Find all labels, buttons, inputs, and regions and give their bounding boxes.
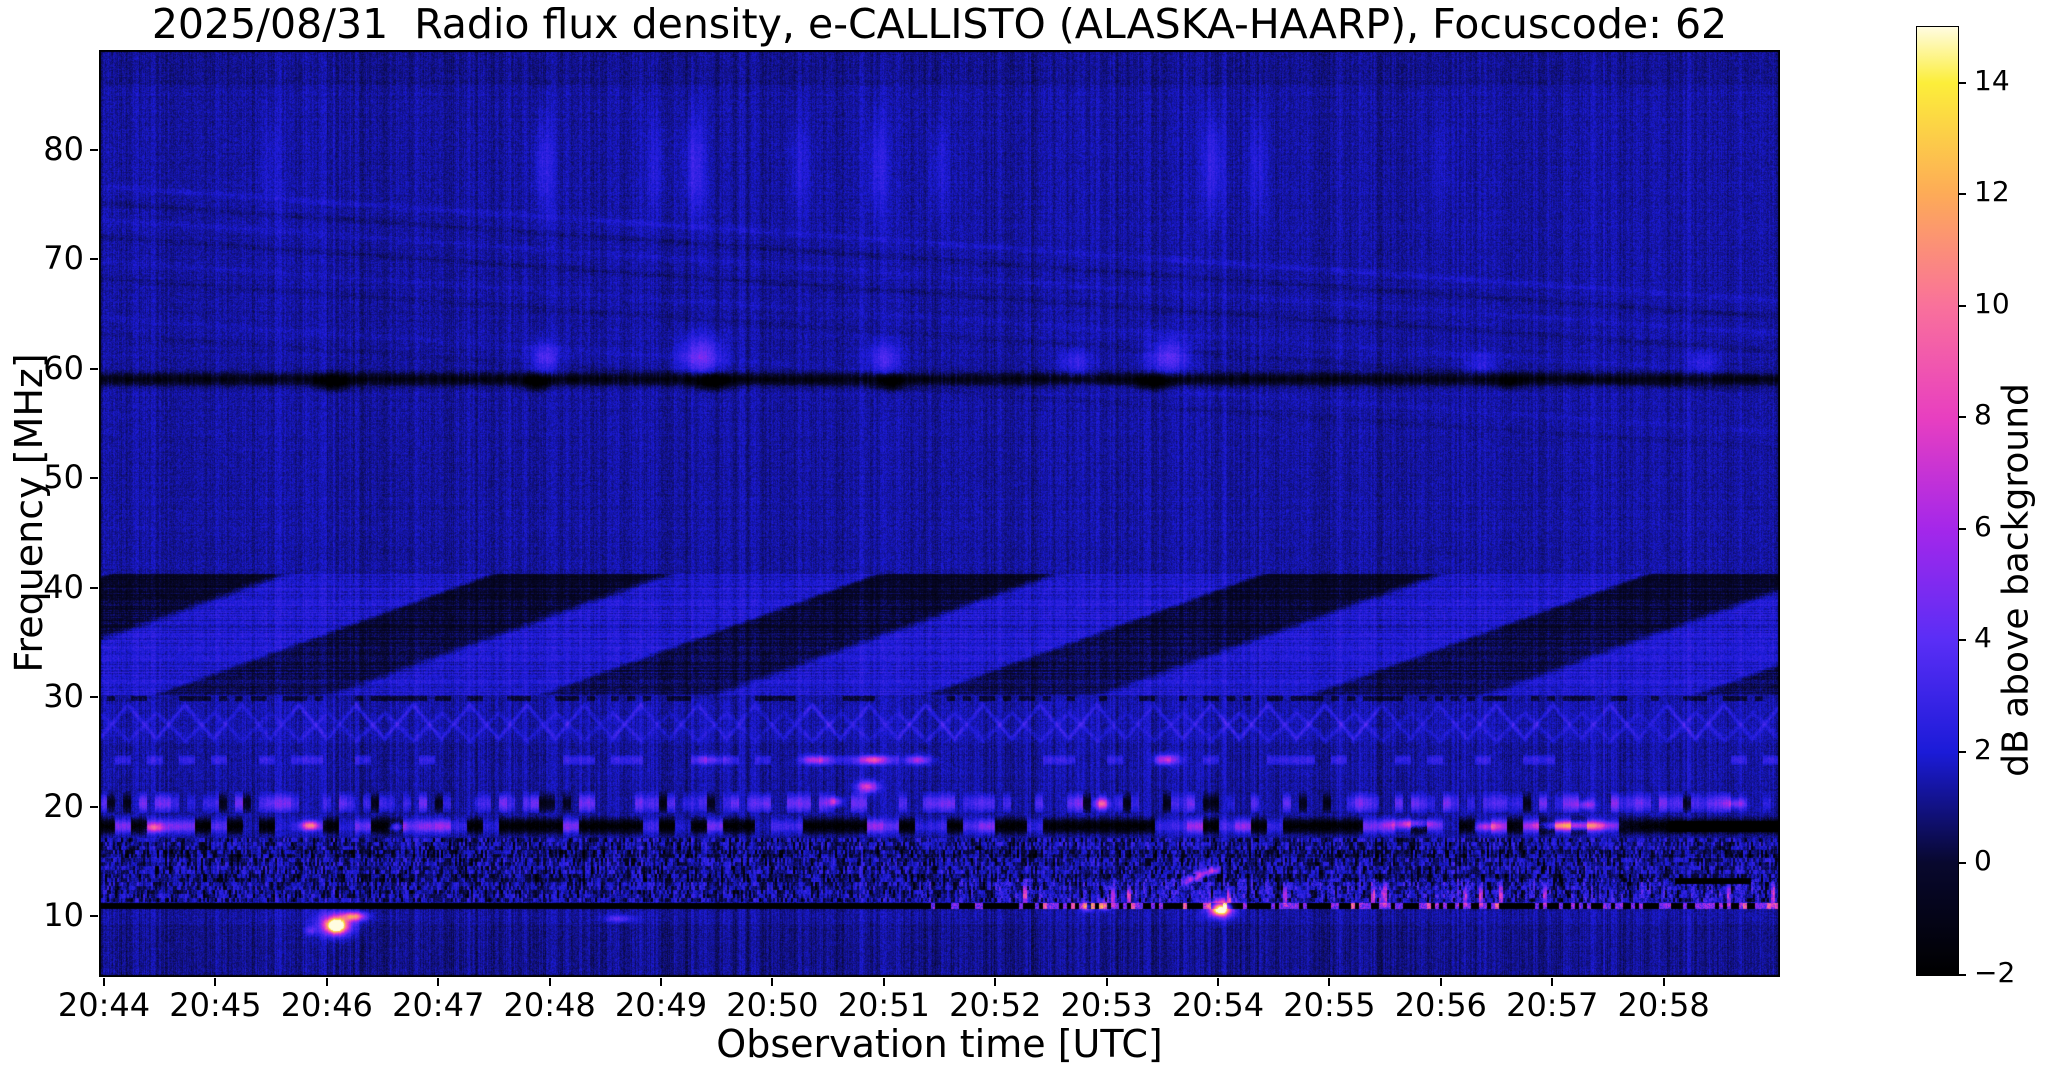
x-tick-mark: [437, 978, 440, 986]
colorbar-tick-label: 12: [1974, 175, 2010, 209]
x-tick-label: 20:45: [169, 986, 262, 1024]
x-tick-label: 20:56: [1394, 986, 1487, 1024]
y-tick-label: 30: [43, 677, 84, 716]
colorbar-tick-mark: [1959, 81, 1966, 84]
colorbar-tick-label: 4: [1974, 621, 1992, 655]
x-tick-mark: [1105, 978, 1108, 986]
x-tick-mark: [882, 978, 885, 986]
colorbar-tick-label: 14: [1974, 63, 2010, 97]
y-tick-label: 80: [43, 130, 84, 168]
y-tick-label: 10: [43, 896, 84, 934]
y-tick-label: 50: [43, 458, 84, 497]
colorbar-tick-label: 6: [1974, 509, 1992, 543]
colorbar-tick-label: 10: [1974, 286, 2010, 320]
x-tick-mark: [771, 978, 774, 986]
colorbar-tick-mark: [1959, 527, 1966, 530]
y-tick-label: 40: [43, 567, 84, 606]
y-tick-label: 20: [43, 786, 84, 825]
colorbar-tick-mark: [1959, 193, 1966, 196]
x-tick-label: 20:52: [949, 986, 1042, 1024]
x-tick-label: 20:55: [1283, 986, 1376, 1024]
spectrogram-heatmap: [99, 50, 1780, 977]
x-tick-label: 20:53: [1060, 986, 1153, 1024]
y-tick-mark: [90, 805, 98, 808]
x-tick-label: 20:57: [1506, 986, 1599, 1024]
colorbar-tick-mark: [1959, 416, 1966, 419]
y-tick-label: 60: [43, 348, 84, 387]
x-tick-label: 20:51: [837, 986, 930, 1024]
y-tick-mark: [90, 915, 98, 917]
x-tick-mark: [1328, 978, 1331, 986]
x-tick-mark: [1439, 978, 1442, 986]
y-tick-mark: [90, 367, 98, 370]
colorbar-tick-label: 2: [1974, 732, 1992, 766]
y-tick-mark: [90, 149, 98, 151]
colorbar-tick-label: −2: [1974, 956, 2016, 989]
x-tick-mark: [325, 978, 328, 986]
y-tick-mark: [90, 696, 98, 699]
x-tick-mark: [1662, 978, 1665, 986]
colorbar-tick-mark: [1959, 639, 1966, 642]
colorbar-tick-mark: [1959, 974, 1966, 976]
y-tick-mark: [90, 477, 98, 480]
colorbar-tick-mark: [1959, 862, 1966, 865]
x-tick-label: 20:46: [280, 986, 373, 1024]
colorbar-tick-mark: [1959, 304, 1966, 307]
colorbar-label: dB above background: [1995, 383, 2037, 777]
x-tick-label: 20:50: [726, 986, 819, 1024]
colorbar-tick-mark: [1959, 750, 1966, 753]
plot-area: [99, 50, 1780, 977]
colorbar-tick-label: 8: [1974, 398, 1992, 432]
x-tick-label: 20:58: [1617, 986, 1710, 1024]
x-tick-label: 20:49: [614, 986, 708, 1024]
y-tick-mark: [90, 586, 98, 589]
y-axis-label: Frequency [MHz]: [7, 353, 51, 673]
x-axis-label: Observation time [UTC]: [716, 1022, 1163, 1066]
x-tick-mark: [1217, 978, 1219, 986]
x-tick-label: 20:44: [57, 986, 151, 1024]
colorbar: [1916, 26, 1959, 976]
y-tick-mark: [90, 258, 98, 261]
x-tick-label: 20:47: [392, 986, 485, 1024]
y-tick-label: 70: [43, 239, 84, 278]
x-tick-mark: [994, 978, 997, 986]
x-tick-mark: [214, 978, 217, 986]
x-tick-label: 20:54: [1171, 986, 1265, 1024]
chart-title: 2025/08/31 Radio flux density, e-CALLIST…: [151, 0, 1728, 48]
x-tick-mark: [1551, 978, 1554, 986]
x-tick-label: 20:48: [503, 986, 596, 1024]
x-tick-mark: [548, 978, 551, 986]
x-tick-mark: [103, 978, 105, 986]
x-tick-mark: [660, 978, 662, 986]
colorbar-tick-label: 0: [1974, 844, 1992, 878]
